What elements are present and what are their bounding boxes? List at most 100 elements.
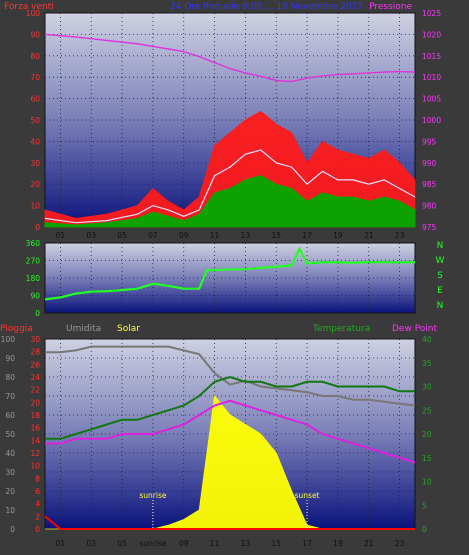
series-direction: [44, 246, 416, 301]
ytick-temp: 25: [422, 406, 432, 415]
ytick-rain: 18: [30, 411, 40, 420]
ytick-left: 40: [30, 137, 40, 146]
series-avg: [44, 149, 416, 224]
compass-label: E: [437, 286, 443, 296]
ytick-temp: 5: [422, 501, 427, 510]
ytick-humidity: 20: [5, 487, 15, 496]
ytick-right: 990: [422, 159, 437, 168]
ytick-left: 70: [30, 73, 40, 82]
xtick: 19: [333, 539, 343, 548]
label-umidita: Umidita: [66, 324, 101, 334]
xtick: 19: [333, 231, 343, 240]
xtick: 17: [302, 539, 312, 548]
ytick-temp: 40: [422, 335, 432, 344]
label-pioggia: Pioggia: [0, 324, 33, 334]
xtick: 21: [364, 539, 374, 548]
compass-label: N: [437, 241, 444, 251]
xtick: 23: [395, 539, 405, 548]
series-temperature: [45, 375, 415, 440]
label-temperatura: Temperatura: [312, 324, 370, 334]
ytick-humidity: 30: [5, 468, 15, 477]
ytick-rain: 8: [35, 474, 40, 483]
annotation-sunset: sunset: [295, 491, 320, 500]
xtick: 11: [210, 539, 220, 548]
label-pressione: Pressione: [369, 2, 412, 12]
ytick-right: 1010: [422, 73, 441, 82]
ytick-humidity: 40: [5, 449, 15, 458]
ytick-humidity: 50: [5, 430, 15, 439]
series-wind: [44, 175, 416, 228]
xtick: 01: [56, 539, 66, 548]
ytick-rain: 4: [35, 500, 40, 509]
ytick-direction: 90: [30, 292, 40, 301]
ytick-right: 995: [422, 137, 437, 146]
xtick: 07: [148, 231, 158, 240]
ytick-humidity: 0: [10, 525, 15, 534]
ytick-humidity: 10: [5, 506, 15, 515]
label-forza-venti: Forza venti: [4, 2, 54, 12]
series-humidity: [45, 345, 416, 407]
label-dew-point: Dew Point: [392, 324, 438, 334]
ytick-left: 20: [30, 180, 40, 189]
annotation-sunrise: sunrise: [139, 491, 166, 500]
ytick-rain: 20: [30, 398, 40, 407]
ytick-right: 985: [422, 180, 437, 189]
ytick-left: 50: [30, 116, 40, 125]
xtick: sunrise: [139, 539, 166, 548]
ytick-temp: 35: [422, 359, 432, 368]
ytick-rain: 26: [30, 360, 40, 369]
ytick-humidity: 70: [5, 392, 15, 401]
ytick-rain: 24: [30, 373, 40, 382]
chart-title: 24 Ore fino alle 0:00 ... 10 Novembre 20…: [170, 2, 363, 12]
ytick-direction: 270: [26, 257, 41, 266]
ytick-right: 1000: [422, 116, 441, 125]
compass-label: W: [436, 256, 445, 266]
ytick-humidity: 90: [5, 354, 15, 363]
ytick-rain: 2: [35, 512, 40, 521]
ytick-rain: 30: [30, 335, 40, 344]
ytick-direction: 360: [26, 239, 41, 248]
ytick-temp: 0: [422, 525, 427, 534]
xtick: 01: [56, 231, 66, 240]
xtick: 21: [364, 231, 374, 240]
xtick: 03: [86, 539, 96, 548]
xtick: 15: [271, 539, 281, 548]
xtick: 09: [179, 231, 189, 240]
ytick-left: 80: [30, 52, 40, 61]
ytick-right: 1005: [422, 95, 441, 104]
ytick-temp: 20: [422, 430, 432, 439]
ytick-rain: 10: [30, 462, 40, 471]
ytick-left: 0: [35, 223, 40, 232]
ytick-temp: 10: [422, 478, 432, 487]
compass-label: S: [437, 271, 443, 281]
compass-label: N: [437, 301, 444, 311]
ytick-rain: 14: [30, 436, 40, 445]
ytick-humidity: 80: [5, 373, 15, 382]
xtick: 17: [302, 231, 312, 240]
ytick-rain: 22: [30, 386, 40, 395]
series-rain: [44, 515, 415, 530]
ytick-temp: 15: [422, 454, 432, 463]
ytick-left: 90: [30, 30, 40, 39]
ytick-direction: 180: [26, 274, 41, 283]
xtick: 09: [179, 539, 189, 548]
ytick-right: 980: [422, 202, 437, 211]
ytick-left: 30: [30, 159, 40, 168]
ytick-temp: 30: [422, 383, 432, 392]
ytick-rain: 6: [35, 487, 40, 496]
ytick-right: 975: [422, 223, 437, 232]
ytick-humidity: 100: [1, 335, 16, 344]
ytick-direction: 0: [35, 309, 40, 318]
label-solar: Solar: [117, 324, 140, 334]
xtick: 11: [210, 231, 220, 240]
xtick: 23: [395, 231, 405, 240]
ytick-right: 1015: [422, 52, 441, 61]
xtick: 05: [117, 231, 127, 240]
series-dewpoint: [45, 399, 416, 464]
ytick-left: 100: [26, 9, 41, 18]
ytick-humidity: 60: [5, 411, 15, 420]
xtick: 05: [117, 539, 127, 548]
ytick-rain: 12: [30, 449, 40, 458]
xtick: 15: [271, 231, 281, 240]
